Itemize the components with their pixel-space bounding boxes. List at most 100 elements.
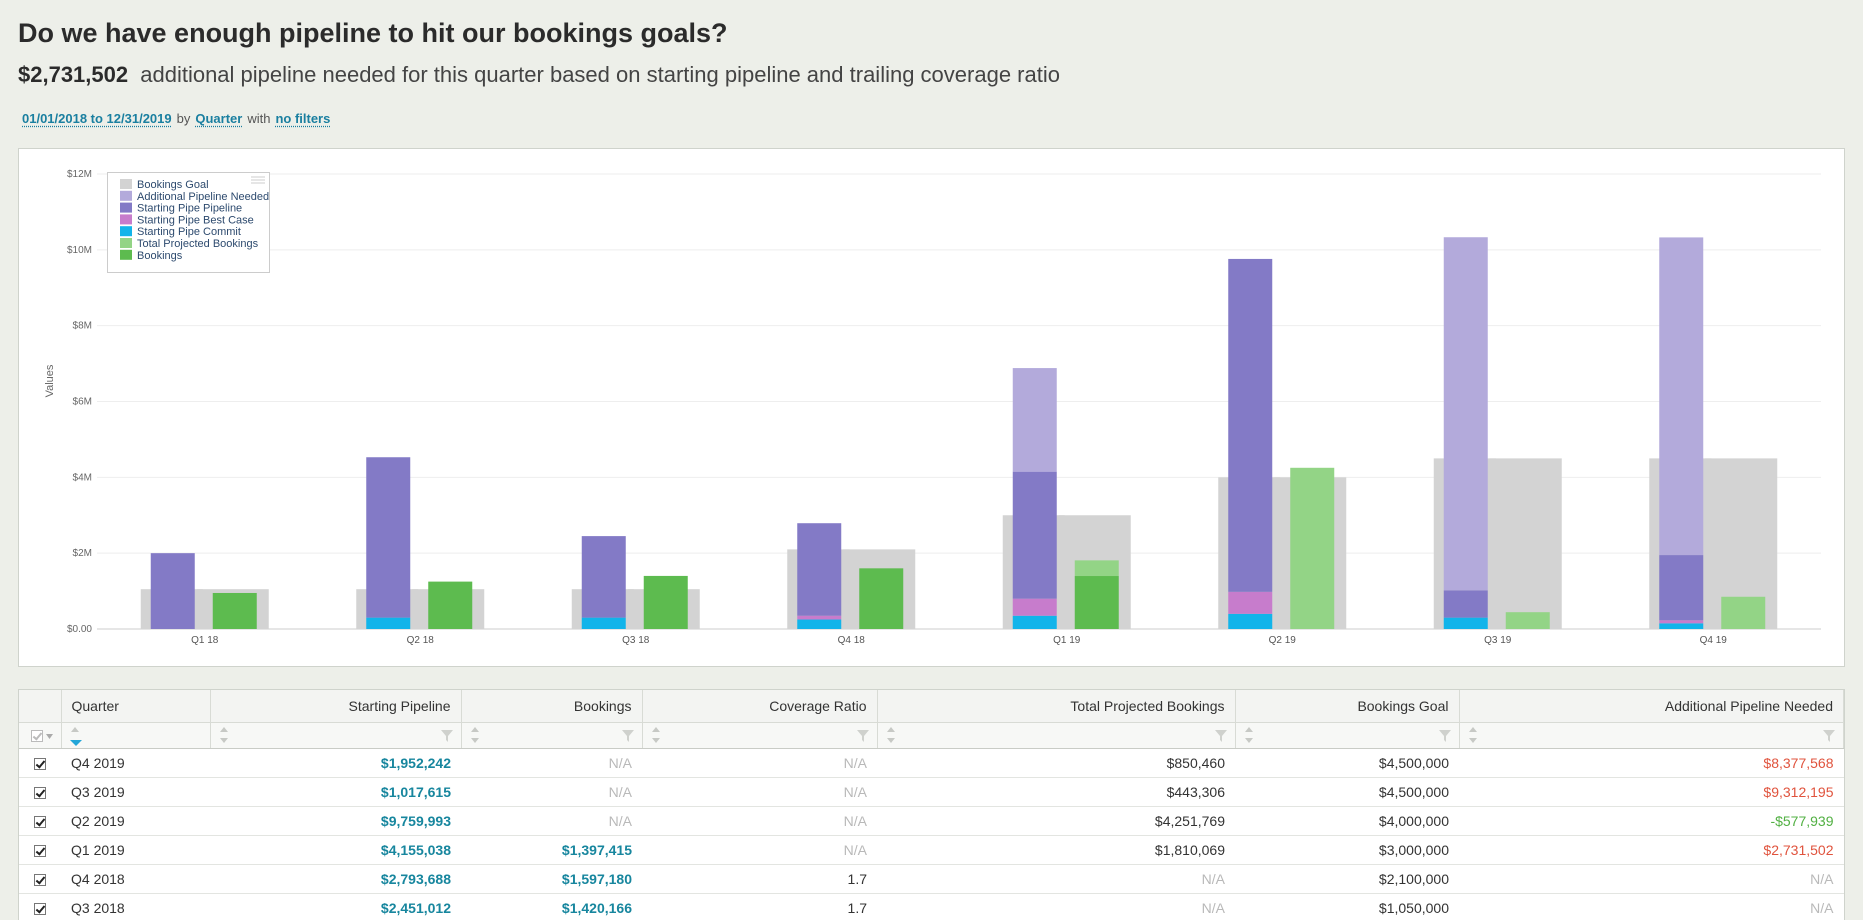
- cell-bookings[interactable]: $1,420,166: [461, 893, 642, 920]
- filter-funnel-icon[interactable]: [1438, 729, 1451, 742]
- cell-quarter: Q4 2018: [61, 864, 210, 894]
- cell-coverage-ratio: N/A: [642, 806, 877, 836]
- legend-item[interactable]: Starting Pipe Pipeline: [137, 203, 242, 215]
- bar-starting-pipe-commit: [1659, 623, 1704, 629]
- table-row[interactable]: Q3 2018 $2,451,012 $1,420,166 1.7 N/A $1…: [19, 893, 1844, 920]
- cell-additional-pipeline: N/A: [1459, 864, 1844, 894]
- table-header-row: Quarter Starting Pipeline Bookings Cover…: [19, 690, 1844, 723]
- filter-bar: 01/01/2018 to 12/31/2019 by Quarter with no …: [22, 111, 330, 126]
- cell-additional-pipeline: $2,731,502: [1459, 835, 1844, 865]
- table-row[interactable]: Q4 2018 $2,793,688 $1,597,180 1.7 N/A $2…: [19, 864, 1844, 894]
- bar-starting-pipe-commit: [1228, 613, 1273, 629]
- row-select-cell[interactable]: [19, 777, 61, 807]
- table-row[interactable]: Q2 2019 $9,759,993 N/A N/A $4,251,769 $4…: [19, 806, 1844, 836]
- row-checkbox[interactable]: [34, 757, 46, 770]
- bar-additional-pipeline-needed: [1012, 368, 1057, 472]
- bar-starting-pipe-pipeline: [366, 457, 411, 618]
- table-row[interactable]: Q4 2019 $1,952,242 N/A N/A $850,460 $4,5…: [19, 748, 1844, 778]
- page-subtitle: $2,731,502 additional pipeline needed fo…: [18, 62, 1060, 88]
- row-checkbox[interactable]: [34, 815, 46, 828]
- filter-funnel-icon[interactable]: [856, 729, 869, 742]
- row-select-cell[interactable]: [19, 835, 61, 865]
- row-checkbox[interactable]: [34, 786, 46, 799]
- select-all-checkbox[interactable]: [30, 730, 43, 743]
- sort-additional-icon[interactable]: [1468, 726, 1478, 746]
- legend-swatch: [120, 226, 132, 237]
- x-tick-label: Q2 18: [407, 635, 435, 646]
- cell-additional-pipeline: -$577,939: [1459, 806, 1844, 836]
- sort-coverage-icon[interactable]: [651, 726, 661, 746]
- legend-item[interactable]: Bookings Goal: [137, 179, 209, 191]
- bar-starting-pipe-best-case: [1012, 598, 1057, 616]
- column-header-starting-pipeline[interactable]: Starting Pipeline: [210, 690, 462, 723]
- data-table-panel: Quarter Starting Pipeline Bookings Cover…: [18, 689, 1845, 920]
- sort-starting-pipeline-icon[interactable]: [219, 726, 229, 746]
- cell-bookings: N/A: [461, 748, 642, 778]
- cell-bookings[interactable]: $1,397,415: [461, 835, 642, 865]
- gridlines: [97, 173, 1821, 630]
- column-header-additional-pipeline[interactable]: Additional Pipeline Needed: [1459, 690, 1844, 723]
- row-select-cell[interactable]: [19, 893, 61, 920]
- cell-starting-pipeline[interactable]: $1,017,615: [210, 777, 461, 807]
- filter-link[interactable]: no filters: [275, 111, 331, 126]
- bar-bookings: [1074, 576, 1119, 629]
- sort-bookings-icon[interactable]: [470, 726, 480, 746]
- date-range-link[interactable]: 01/01/2018 to 12/31/2019: [22, 111, 172, 126]
- row-select-cell[interactable]: [19, 806, 61, 836]
- row-select-cell[interactable]: [19, 748, 61, 778]
- x-tick-label: Q4 19: [1700, 635, 1728, 646]
- column-header-quarter[interactable]: Quarter: [61, 690, 211, 723]
- row-checkbox[interactable]: [34, 873, 46, 886]
- table-row[interactable]: Q1 2019 $4,155,038 $1,397,415 N/A $1,810…: [19, 835, 1844, 865]
- starting-pipeline-filter-cell: [210, 722, 462, 749]
- cell-starting-pipeline[interactable]: $9,759,993: [210, 806, 461, 836]
- bar-total-projected-bookings: [1721, 596, 1766, 629]
- filter-funnel-icon[interactable]: [1823, 729, 1835, 742]
- bar-starting-pipe-commit: [366, 617, 411, 629]
- cell-bookings-goal: $4,500,000: [1235, 777, 1459, 807]
- cell-bookings: N/A: [461, 777, 642, 807]
- filter-funnel-icon[interactable]: [621, 729, 634, 742]
- select-dropdown-chevron-icon[interactable]: [46, 733, 53, 739]
- x-tick-label: Q1 19: [1053, 635, 1081, 646]
- legend-item[interactable]: Additional Pipeline Needed: [137, 191, 269, 203]
- y-axis-label: Values: [44, 364, 56, 397]
- sort-quarter-icon[interactable]: [69, 726, 82, 746]
- cell-starting-pipeline[interactable]: $2,793,688: [210, 864, 461, 894]
- goal-filter-cell: [1235, 722, 1460, 749]
- filter-funnel-icon[interactable]: [1214, 729, 1227, 742]
- column-header-total-projected[interactable]: Total Projected Bookings: [877, 690, 1236, 723]
- row-checkbox[interactable]: [34, 902, 46, 915]
- legend-item[interactable]: Bookings: [137, 250, 183, 262]
- bar-starting-pipe-commit: [797, 619, 842, 629]
- column-header-bookings-goal[interactable]: Bookings Goal: [1235, 690, 1460, 723]
- row-checkbox[interactable]: [34, 844, 46, 857]
- legend-item[interactable]: Starting Pipe Commit: [137, 226, 241, 238]
- table-row[interactable]: Q3 2019 $1,017,615 N/A N/A $443,306 $4,5…: [19, 777, 1844, 807]
- legend-item[interactable]: Starting Pipe Best Case: [137, 214, 254, 226]
- x-tick-label: Q3 18: [622, 635, 650, 646]
- cell-starting-pipeline[interactable]: $2,451,012: [210, 893, 461, 920]
- bar-starting-pipe-pipeline: [150, 553, 195, 629]
- cell-starting-pipeline[interactable]: $4,155,038: [210, 835, 461, 865]
- bar-total-projected-bookings: [1290, 467, 1335, 629]
- row-select-cell[interactable]: [19, 864, 61, 894]
- bar-starting-pipe-best-case: [1659, 620, 1704, 624]
- bar-bookings: [212, 592, 257, 629]
- cell-bookings[interactable]: $1,597,180: [461, 864, 642, 894]
- filter-funnel-icon[interactable]: [440, 729, 453, 742]
- column-header-bookings[interactable]: Bookings: [461, 690, 643, 723]
- table-filter-row: [19, 722, 1844, 749]
- group-by-link[interactable]: Quarter: [195, 111, 243, 126]
- select-all-cell[interactable]: [19, 722, 62, 749]
- cell-quarter: Q4 2019: [61, 748, 210, 778]
- sort-goal-icon[interactable]: [1244, 726, 1254, 746]
- legend-menu-icon[interactable]: [251, 176, 265, 184]
- sort-projected-icon[interactable]: [886, 726, 896, 746]
- cell-starting-pipeline[interactable]: $1,952,242: [210, 748, 461, 778]
- column-header-coverage-ratio[interactable]: Coverage Ratio: [642, 690, 878, 723]
- legend-item[interactable]: Total Projected Bookings: [137, 238, 259, 250]
- cell-total-projected: N/A: [877, 893, 1235, 920]
- cell-quarter: Q3 2019: [61, 777, 210, 807]
